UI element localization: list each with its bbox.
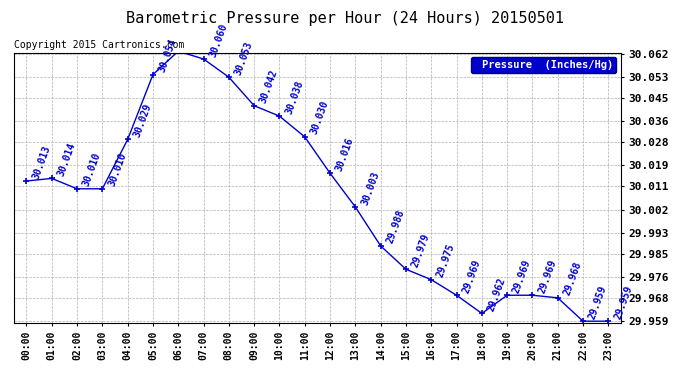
Text: 30.016: 30.016 <box>334 136 355 172</box>
Text: 30.010: 30.010 <box>106 152 128 188</box>
Text: 29.975: 29.975 <box>435 242 457 279</box>
Text: 29.988: 29.988 <box>385 209 406 245</box>
Text: 30.060: 30.060 <box>208 22 229 58</box>
Text: Copyright 2015 Cartronics.com: Copyright 2015 Cartronics.com <box>14 40 184 50</box>
Text: 30.038: 30.038 <box>284 79 305 116</box>
Text: 30.053: 30.053 <box>233 40 255 76</box>
Text: 30.042: 30.042 <box>258 68 279 105</box>
Text: 30.054: 30.054 <box>157 37 179 74</box>
Text: 30.013: 30.013 <box>30 144 52 180</box>
Text: 30.063: 30.063 <box>0 374 1 375</box>
Text: 29.959: 29.959 <box>587 284 609 320</box>
Text: 30.030: 30.030 <box>309 99 331 136</box>
Text: 29.968: 29.968 <box>562 261 583 297</box>
Text: 29.979: 29.979 <box>410 232 431 268</box>
Text: 29.959: 29.959 <box>613 284 634 320</box>
Text: 30.003: 30.003 <box>359 170 381 206</box>
Text: 30.014: 30.014 <box>56 141 77 178</box>
Legend: Pressure  (Inches/Hg): Pressure (Inches/Hg) <box>471 57 616 73</box>
Text: 29.969: 29.969 <box>537 258 558 294</box>
Text: 30.010: 30.010 <box>81 152 103 188</box>
Text: Barometric Pressure per Hour (24 Hours) 20150501: Barometric Pressure per Hour (24 Hours) … <box>126 11 564 26</box>
Text: 29.969: 29.969 <box>461 258 482 294</box>
Text: 29.962: 29.962 <box>486 276 507 313</box>
Text: 30.029: 30.029 <box>132 102 153 139</box>
Text: 29.969: 29.969 <box>511 258 533 294</box>
